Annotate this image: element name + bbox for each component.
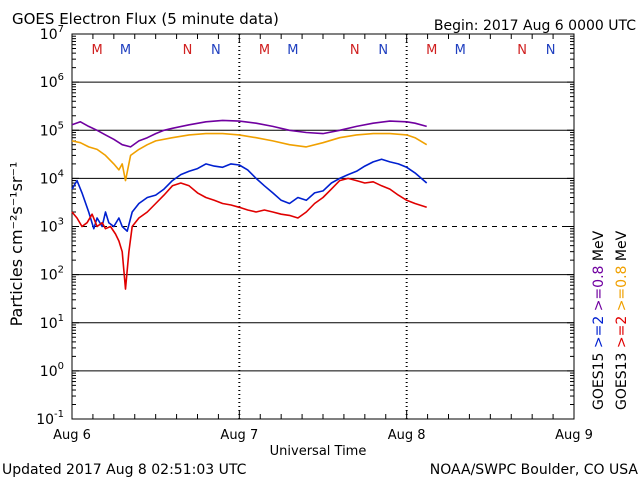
legend-row: GOES13 >=2 >=0.8 MeV <box>614 230 630 410</box>
x-tick-label: Aug 9 <box>555 428 593 443</box>
credit: NOAA/SWPC Boulder, CO USA <box>430 462 639 478</box>
y-tick-label: 102 <box>40 265 64 284</box>
y-tick-labels: 10-1 100 101 102 103 104 105 106 107 <box>36 24 64 428</box>
series-goes13_ge2 <box>71 177 427 290</box>
y-tick-label: 101 <box>40 313 64 332</box>
begin-time: Begin: 2017 Aug 6 0000 UTC <box>434 18 636 34</box>
series-lines <box>71 119 428 290</box>
x-tick-labels: Aug 6 Aug 7 Aug 8 Aug 9 <box>53 428 593 443</box>
series-goes15_ge08 <box>71 119 427 148</box>
marker-n: N <box>517 43 527 58</box>
legend-row: GOES15 >=2 >=0.8 MeV <box>591 230 607 410</box>
y-tick-label: 10-1 <box>36 409 64 428</box>
marker-n: N <box>546 43 556 58</box>
marker-m: M <box>287 43 298 58</box>
marker-m: M <box>91 43 102 58</box>
y-tick-label: 103 <box>40 217 64 236</box>
marker-n: N <box>211 43 221 58</box>
marker-m: M <box>455 43 466 58</box>
chart-title: GOES Electron Flux (5 minute data) <box>12 10 279 28</box>
x-tick-label: Aug 8 <box>388 428 426 443</box>
series-goes15_ge2 <box>71 158 428 232</box>
marker-m: M <box>426 43 437 58</box>
gridlines <box>72 81 574 372</box>
legend-entry: MeV <box>591 230 607 265</box>
marker-n: N <box>378 43 388 58</box>
marker-m: M <box>120 43 131 58</box>
y-axis-label: Particles cm⁻²s⁻¹sr⁻¹ <box>7 162 26 327</box>
legend-entry: >=2 <box>614 316 630 353</box>
marker-n: N <box>183 43 193 58</box>
marker-m: M <box>259 43 270 58</box>
updated-time: Updated 2017 Aug 8 02:51:03 UTC <box>2 462 247 478</box>
legend-entry: GOES15 <box>591 353 607 410</box>
legend-entry: >=0.8 <box>591 266 607 316</box>
axis-ticks <box>71 33 575 420</box>
y-tick-label: 104 <box>40 168 64 187</box>
legend-entry: MeV <box>614 230 630 265</box>
y-tick-label: 105 <box>40 120 64 139</box>
x-axis-label: Universal Time <box>270 444 367 459</box>
legend-entry: GOES13 <box>614 353 630 410</box>
marker-n: N <box>350 43 360 58</box>
y-tick-label: 107 <box>40 24 64 43</box>
y-tick-label: 100 <box>40 361 64 380</box>
legend-entry: >=0.8 <box>614 266 630 316</box>
y-tick-label: 106 <box>40 72 64 91</box>
x-tick-label: Aug 6 <box>53 428 91 443</box>
day-separators <box>238 34 408 419</box>
series-goes13_ge08 <box>71 132 428 182</box>
x-tick-label: Aug 7 <box>220 428 258 443</box>
legend-entry: >=2 <box>591 316 607 353</box>
